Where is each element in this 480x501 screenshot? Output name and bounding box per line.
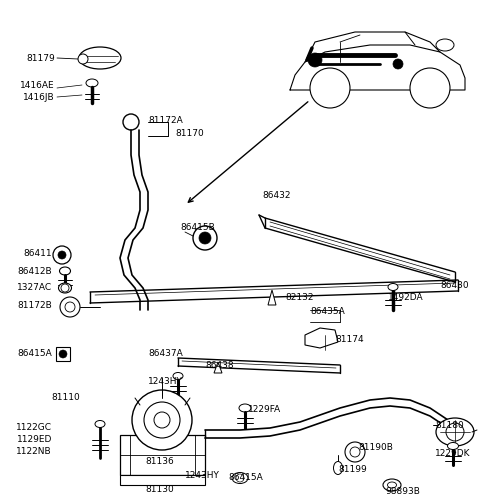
Text: 81174: 81174 <box>335 336 364 345</box>
Text: 81170: 81170 <box>175 129 204 138</box>
Text: 98893B: 98893B <box>385 487 420 496</box>
Ellipse shape <box>232 472 248 483</box>
Bar <box>120 475 205 485</box>
Ellipse shape <box>383 479 401 491</box>
Circle shape <box>123 114 139 130</box>
Text: 86432: 86432 <box>262 190 290 199</box>
Text: 86412B: 86412B <box>17 268 52 277</box>
Bar <box>120 435 205 475</box>
Circle shape <box>60 297 80 317</box>
Circle shape <box>61 284 69 292</box>
Text: 86430: 86430 <box>440 281 468 290</box>
Circle shape <box>154 412 170 428</box>
Text: 86435A: 86435A <box>310 308 345 317</box>
Text: 81179: 81179 <box>26 54 55 63</box>
Text: 86438: 86438 <box>205 361 234 370</box>
Polygon shape <box>214 362 222 373</box>
Text: 81172A: 81172A <box>148 116 183 125</box>
Bar <box>56 347 70 361</box>
Ellipse shape <box>239 404 251 412</box>
Circle shape <box>58 251 66 259</box>
Polygon shape <box>268 290 276 305</box>
Circle shape <box>193 226 217 250</box>
Ellipse shape <box>334 461 343 474</box>
Text: 82132: 82132 <box>285 293 313 302</box>
Circle shape <box>59 350 67 358</box>
Text: 1122NB: 1122NB <box>16 447 52 456</box>
Text: 1129ED: 1129ED <box>17 435 52 444</box>
Text: 1122GC: 1122GC <box>16 422 52 431</box>
Text: 81110: 81110 <box>51 392 80 401</box>
Ellipse shape <box>436 39 454 51</box>
Text: 1229FA: 1229FA <box>248 405 281 414</box>
Text: 81199: 81199 <box>338 465 367 474</box>
Ellipse shape <box>59 283 72 293</box>
Text: 81190B: 81190B <box>358 443 393 452</box>
Text: 86415B: 86415B <box>180 223 215 232</box>
Text: 1416AE: 1416AE <box>20 81 55 90</box>
Text: 86411: 86411 <box>24 249 52 259</box>
Ellipse shape <box>447 442 458 449</box>
Circle shape <box>236 474 244 482</box>
Ellipse shape <box>86 79 98 87</box>
Text: 86437A: 86437A <box>148 349 183 358</box>
Text: 1327AC: 1327AC <box>17 284 52 293</box>
Ellipse shape <box>387 482 396 488</box>
Text: 81130: 81130 <box>145 485 174 494</box>
Text: 81136: 81136 <box>145 457 174 466</box>
Circle shape <box>78 54 88 64</box>
Circle shape <box>393 59 403 69</box>
Text: 1492DA: 1492DA <box>388 294 424 303</box>
Circle shape <box>132 390 192 450</box>
Ellipse shape <box>173 373 183 379</box>
Circle shape <box>65 302 75 312</box>
Text: 1416JB: 1416JB <box>24 93 55 102</box>
Circle shape <box>446 423 464 441</box>
Text: 81180: 81180 <box>435 420 464 429</box>
Text: 1243HY: 1243HY <box>148 377 183 386</box>
Ellipse shape <box>79 47 121 69</box>
Polygon shape <box>305 328 338 348</box>
Circle shape <box>53 246 71 264</box>
Ellipse shape <box>436 418 474 446</box>
Circle shape <box>345 442 365 462</box>
Text: 1229DK: 1229DK <box>435 448 470 457</box>
Text: 81172B: 81172B <box>17 301 52 310</box>
Circle shape <box>410 68 450 108</box>
Circle shape <box>310 68 350 108</box>
Circle shape <box>144 402 180 438</box>
Text: 86415A: 86415A <box>228 473 263 482</box>
Circle shape <box>308 53 322 67</box>
Text: 1243HY: 1243HY <box>185 471 220 480</box>
Circle shape <box>350 447 360 457</box>
Ellipse shape <box>95 420 105 427</box>
Ellipse shape <box>60 267 71 275</box>
Text: 86415A: 86415A <box>17 349 52 358</box>
Ellipse shape <box>388 284 398 291</box>
Circle shape <box>199 232 211 244</box>
